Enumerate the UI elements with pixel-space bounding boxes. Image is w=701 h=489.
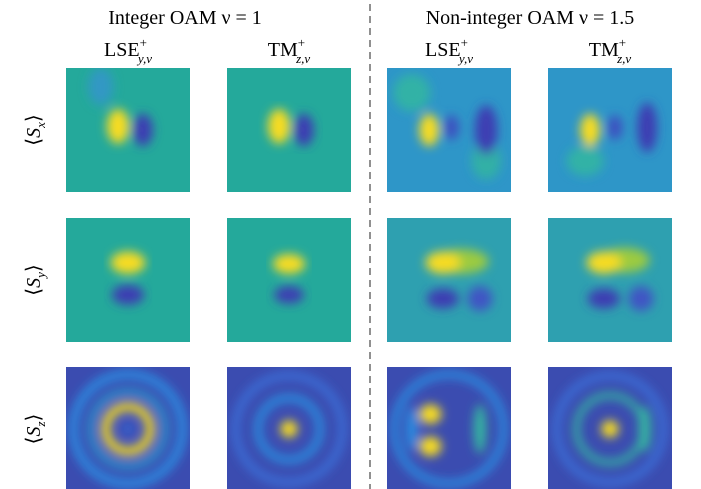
row-label: ⟨Sz⟩: [23, 414, 48, 445]
column-sub: z,ν: [295, 51, 310, 66]
column-label: LSE+ y,ν: [104, 35, 152, 66]
field-panel: [548, 218, 672, 342]
row-sub: y: [33, 272, 48, 280]
column-base: TM: [589, 39, 619, 61]
column-sup: +: [619, 35, 626, 50]
field-panel: [548, 367, 672, 489]
row-base: S: [23, 427, 45, 437]
field-panel: [548, 68, 672, 192]
field-panel: [387, 367, 511, 489]
row-open: ⟨: [23, 437, 45, 445]
column-sub: y,ν: [457, 51, 473, 66]
row-open: ⟨: [23, 138, 45, 146]
row-label: ⟨Sx⟩: [23, 114, 48, 145]
column-label: LSE+ y,ν: [425, 35, 473, 66]
column-sub: z,ν: [616, 51, 631, 66]
column-sup: +: [140, 35, 147, 50]
field-panel: [227, 68, 351, 192]
field-panel: [66, 367, 190, 489]
field-panel: [227, 367, 351, 489]
row-close: ⟩: [23, 414, 45, 422]
column-sup: +: [298, 35, 305, 50]
column-base: TM: [268, 39, 298, 61]
field-panel: [387, 218, 511, 342]
row-close: ⟩: [23, 264, 45, 272]
row-sub: z: [33, 421, 48, 427]
group-title: Integer OAM ν = 1: [108, 7, 262, 29]
group-title: Non-integer OAM ν = 1.5: [426, 7, 635, 29]
field-panel: [227, 218, 351, 342]
column-base: LSE: [104, 39, 140, 61]
column-sup: +: [461, 35, 468, 50]
row-sub: x: [33, 122, 48, 129]
row-label: ⟨Sy⟩: [23, 264, 48, 295]
column-label: TM+ z,ν: [268, 35, 311, 66]
column-base: LSE: [425, 39, 461, 61]
row-open: ⟨: [23, 288, 45, 296]
field-panel: [66, 68, 190, 192]
field-panel: [66, 218, 190, 342]
row-close: ⟩: [23, 114, 45, 122]
row-base: S: [23, 278, 45, 288]
field-panel: [387, 68, 511, 192]
row-base: S: [23, 128, 45, 138]
column-sub: y,ν: [136, 51, 152, 66]
column-label: TM+ z,ν: [589, 35, 632, 66]
